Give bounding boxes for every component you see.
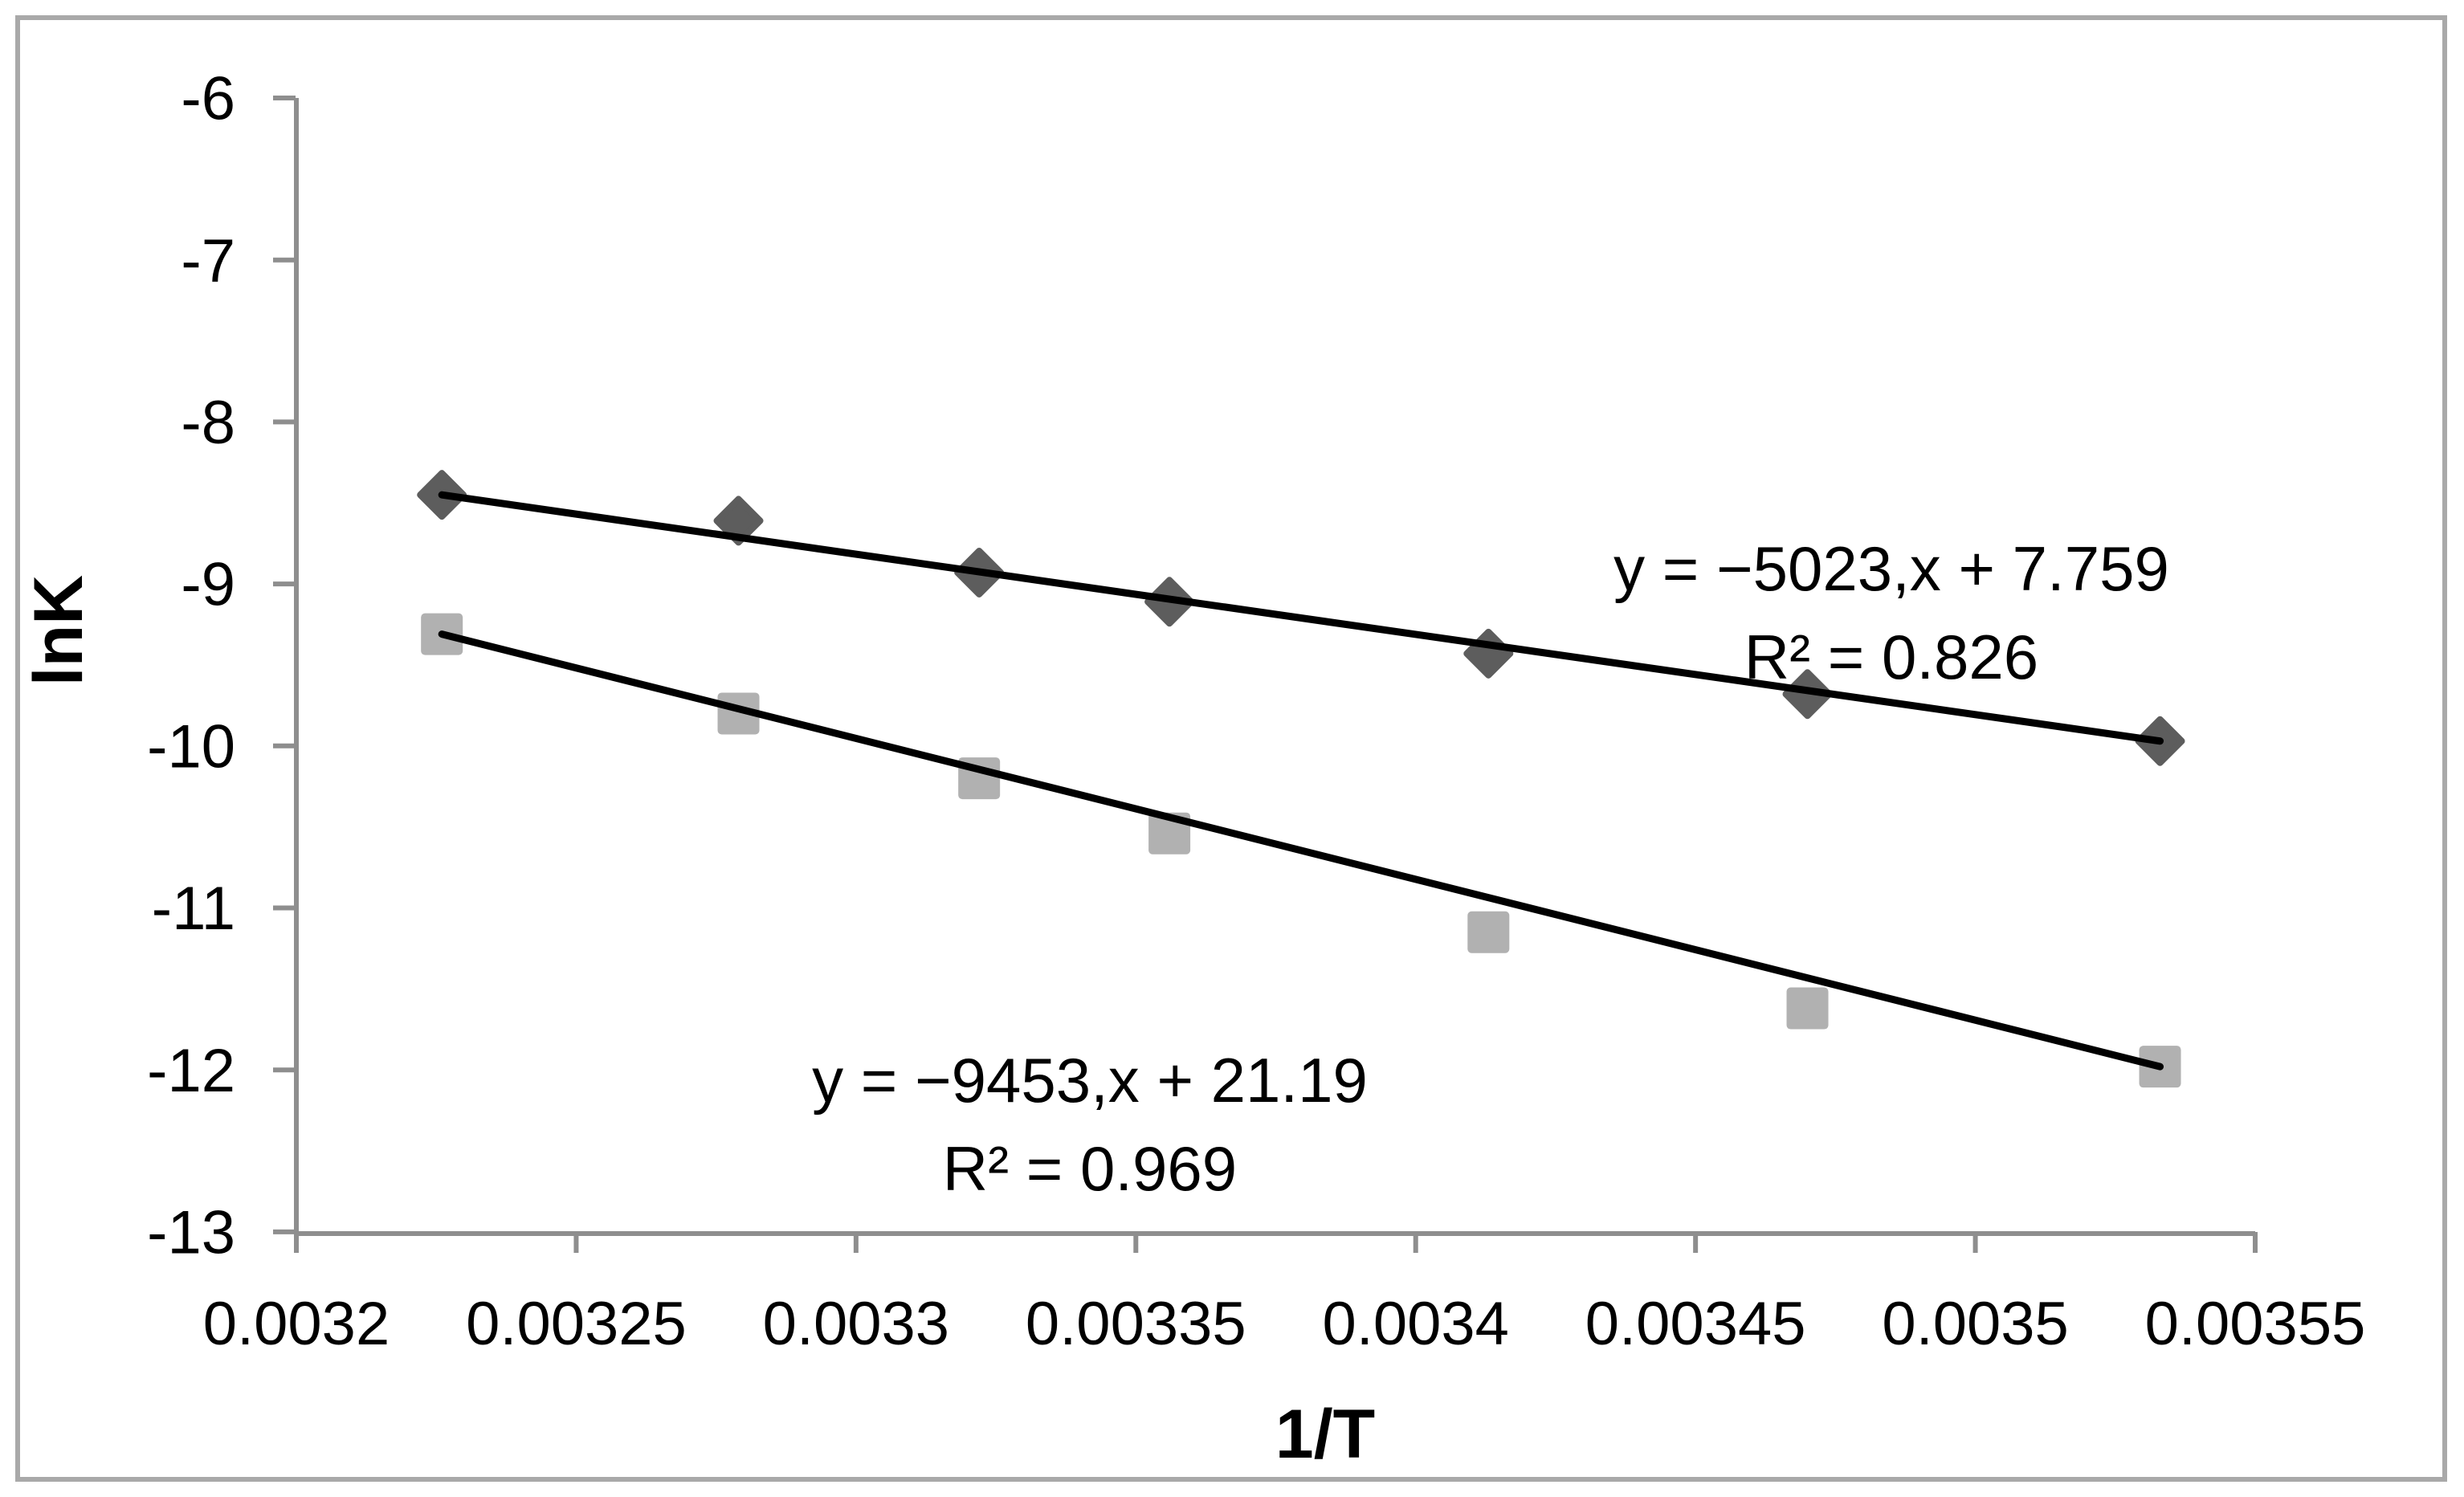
y-tick-label: -8 xyxy=(181,389,235,457)
x-tick-label: 0.00325 xyxy=(466,1290,687,1358)
diamond-marker xyxy=(1463,628,1514,679)
trendline xyxy=(438,491,2164,745)
trendline-equation-series1: y = −5023,x + 7.759 xyxy=(1613,533,2169,604)
y-tick-label: -13 xyxy=(147,1199,235,1267)
y-tick-label: -7 xyxy=(181,226,235,295)
x-tick-label: 0.0033 xyxy=(763,1290,949,1358)
square-marker xyxy=(1786,987,1829,1030)
x-tick-label: 0.0035 xyxy=(1882,1290,2068,1358)
x-tick-label: 0.00335 xyxy=(1026,1290,1246,1358)
y-tick-label: -6 xyxy=(181,65,235,133)
x-axis-tick-labels: 0.0032 0.00325 0.0033 0.00335 0.0034 0.00345 0… xyxy=(203,1290,2366,1358)
y-axis-title: lnK xyxy=(20,575,97,687)
y-axis-tick-labels: -6 -7 -8 -9 -10 -11 -12 -13 xyxy=(147,65,235,1267)
y-tick-label: -11 xyxy=(152,875,235,943)
trendline-r2-series1: R² = 0.826 xyxy=(1744,622,2038,692)
trendline-equation-series2: y = −9453,x + 21.19 xyxy=(812,1045,1368,1116)
chart-border xyxy=(15,15,2447,1482)
y-tick-label: -10 xyxy=(147,712,235,781)
square-marker xyxy=(1467,911,1510,953)
diamond-marker xyxy=(713,496,764,546)
trendline-r2-series2: R² = 0.969 xyxy=(943,1133,1237,1204)
x-axis-title: 1/T xyxy=(1275,1396,1375,1473)
trendline xyxy=(438,630,2164,1071)
y-tick-label: -12 xyxy=(147,1037,235,1105)
trendlines xyxy=(438,491,2164,1071)
x-tick-label: 0.00345 xyxy=(1585,1290,1806,1358)
y-tick-label: -9 xyxy=(181,551,235,619)
y-axis-ticks xyxy=(273,96,296,1234)
x-tick-label: 0.0032 xyxy=(203,1290,390,1358)
x-tick-label: 0.00355 xyxy=(2145,1290,2366,1358)
x-tick-label: 0.0034 xyxy=(1322,1290,1508,1358)
